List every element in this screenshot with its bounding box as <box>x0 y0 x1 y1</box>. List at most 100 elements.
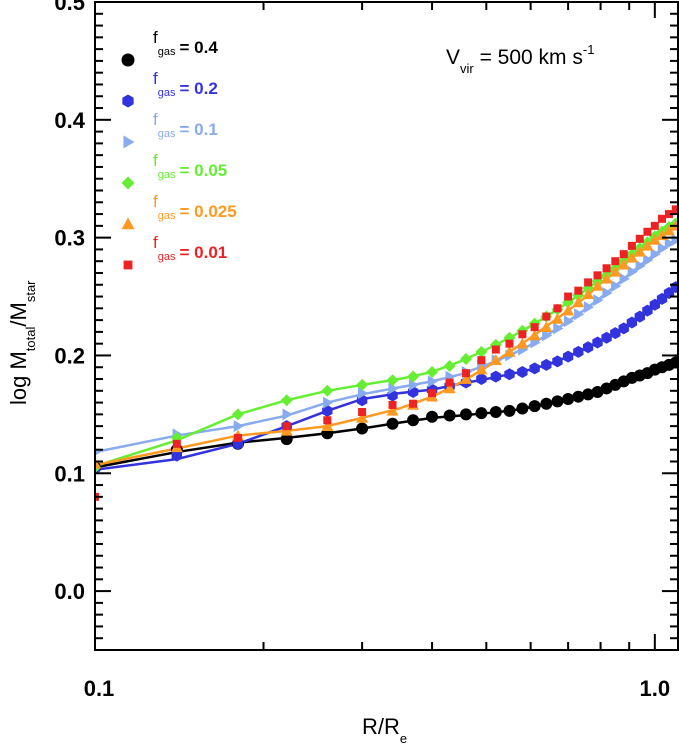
data-point-fgas-0.4 <box>516 402 529 415</box>
data-point-fgas-0.4 <box>572 390 585 403</box>
data-point-fgas-0.05 <box>356 378 369 391</box>
y-tick-label: 0.0 <box>54 579 85 604</box>
x-tick-label: 0.1 <box>84 676 115 701</box>
data-point-fgas-0.01 <box>584 278 593 287</box>
data-point-fgas-0.01 <box>518 330 527 339</box>
vvir-main: V <box>446 46 460 69</box>
data-point-fgas-0.01 <box>491 345 500 354</box>
data-point-fgas-0.05 <box>231 408 244 421</box>
data-point-fgas-0.2 <box>626 316 638 329</box>
legend-marker-fgas-0.05 <box>121 176 135 190</box>
data-point-fgas-0.1 <box>574 308 585 321</box>
y-axis-label: log Mtotal/Mstar <box>6 280 38 405</box>
data-point-fgas-0.025 <box>617 258 630 270</box>
data-point-fgas-0.1 <box>602 287 613 300</box>
legend-f: f <box>153 110 158 129</box>
data-point-fgas-0.01 <box>664 210 673 219</box>
axis-ticks <box>94 1 679 651</box>
data-point-fgas-0.1 <box>323 396 334 409</box>
data-point-fgas-0.1 <box>408 378 420 391</box>
data-point-fgas-0.4 <box>503 404 516 417</box>
data-point-fgas-0.025 <box>528 329 541 341</box>
x-axis-label-main: R/R <box>362 714 400 739</box>
legend-marker-fgas-0.025 <box>121 217 135 230</box>
data-point-fgas-0.4 <box>540 397 553 410</box>
data-point-fgas-0.01 <box>530 323 539 332</box>
legend-f: f <box>153 69 158 88</box>
data-point-fgas-0.2 <box>562 350 574 363</box>
vvir-sup: -1 <box>583 42 595 57</box>
tick-labels: 0.0 0.1 0.2 0.3 0.4 0.5 0.1 1.0 <box>54 0 670 701</box>
data-point-fgas-0.025 <box>609 265 622 277</box>
data-point-fgas-0.1 <box>593 294 604 307</box>
data-point-fgas-0.1 <box>611 279 622 292</box>
legend-label-fgas-0.01: fgas = 0.01 <box>153 233 227 263</box>
data-point-fgas-0.01 <box>627 241 636 250</box>
x-axis-label-sub: e <box>400 731 407 746</box>
data-point-fgas-0.025 <box>641 239 654 251</box>
data-point-fgas-0.01 <box>388 400 397 409</box>
data-point-fgas-0.2 <box>592 336 603 349</box>
y-tick-label: 0.3 <box>54 226 85 251</box>
y-tick-label: 0.2 <box>54 343 85 368</box>
legend-sub: gas <box>158 169 176 181</box>
data-point-fgas-0.1 <box>233 420 244 433</box>
data-point-fgas-0.025 <box>321 420 334 431</box>
data-point-fgas-0.025 <box>516 337 529 349</box>
legend-sub: gas <box>158 251 176 263</box>
data-point-fgas-0.025 <box>662 224 675 236</box>
data-point-fgas-0.01 <box>553 304 562 313</box>
data-point-fgas-0.025 <box>443 382 456 394</box>
data-point-fgas-0.01 <box>505 339 514 348</box>
data-point-fgas-0.025 <box>648 233 661 245</box>
data-point-fgas-0.01 <box>611 257 620 266</box>
legend-marker-fgas-0.01 <box>123 260 133 270</box>
data-point-fgas-0.025 <box>356 411 369 423</box>
data-point-fgas-0.2 <box>573 345 584 358</box>
data-point-fgas-0.01 <box>445 378 454 387</box>
data-point-fgas-0.1 <box>427 375 439 388</box>
data-point-fgas-0.025 <box>489 354 502 365</box>
vvir-annotation: Vvir = 500 km s-1 <box>446 42 594 76</box>
data-point-fgas-0.01 <box>542 312 551 321</box>
legend-sub: gas <box>158 128 176 140</box>
legend-f: f <box>153 151 158 170</box>
legend-label-fgas-0.4: fgas = 0.4 <box>153 28 218 58</box>
data-point-fgas-0.4 <box>280 433 293 446</box>
data-point-fgas-0.01 <box>650 221 659 230</box>
data-point-fgas-0.4 <box>591 385 604 398</box>
data-point-fgas-0.2 <box>504 368 515 381</box>
data-point-fgas-0.1 <box>553 322 564 335</box>
data-point-fgas-0.05 <box>280 394 293 407</box>
data-point-fgas-0.2 <box>601 331 612 344</box>
y-tick-label: 0.4 <box>54 108 85 133</box>
data-point-fgas-0.025 <box>540 321 553 332</box>
data-point-fgas-0.025 <box>475 363 488 375</box>
legend-marker-fgas-0.1 <box>123 135 135 149</box>
data-point-fgas-0.2 <box>582 341 594 354</box>
series-line-fgas-0.2 <box>95 283 678 471</box>
data-point-fgas-0.025 <box>572 296 585 308</box>
data-point-fgas-0.2 <box>618 322 629 335</box>
y-tick-label: 0.5 <box>54 0 85 15</box>
legend-value: = 0.4 <box>179 38 218 57</box>
data-point-fgas-0.1 <box>282 408 293 421</box>
data-point-fgas-0.2 <box>529 362 540 375</box>
y-axis-label-part2: /M <box>6 302 31 326</box>
data-point-fgas-0.4 <box>551 395 564 408</box>
legend-value: = 0.025 <box>179 202 236 221</box>
data-point-fgas-0.05 <box>321 384 334 397</box>
data-point-fgas-0.1 <box>650 248 661 261</box>
data-point-fgas-0.4 <box>562 393 575 406</box>
data-point-fgas-0.2 <box>322 404 333 417</box>
legend-label-fgas-0.025: fgas = 0.025 <box>153 192 237 222</box>
data-point-fgas-0.1 <box>357 387 369 400</box>
data-point-fgas-0.01 <box>462 369 471 378</box>
legend-f: f <box>153 192 158 211</box>
data-point-fgas-0.01 <box>643 227 652 236</box>
data-point-fgas-0.025 <box>625 251 638 263</box>
data-point-fgas-0.4 <box>443 409 456 422</box>
plot-frame <box>94 1 679 651</box>
data-point-fgas-0.4 <box>460 408 473 421</box>
